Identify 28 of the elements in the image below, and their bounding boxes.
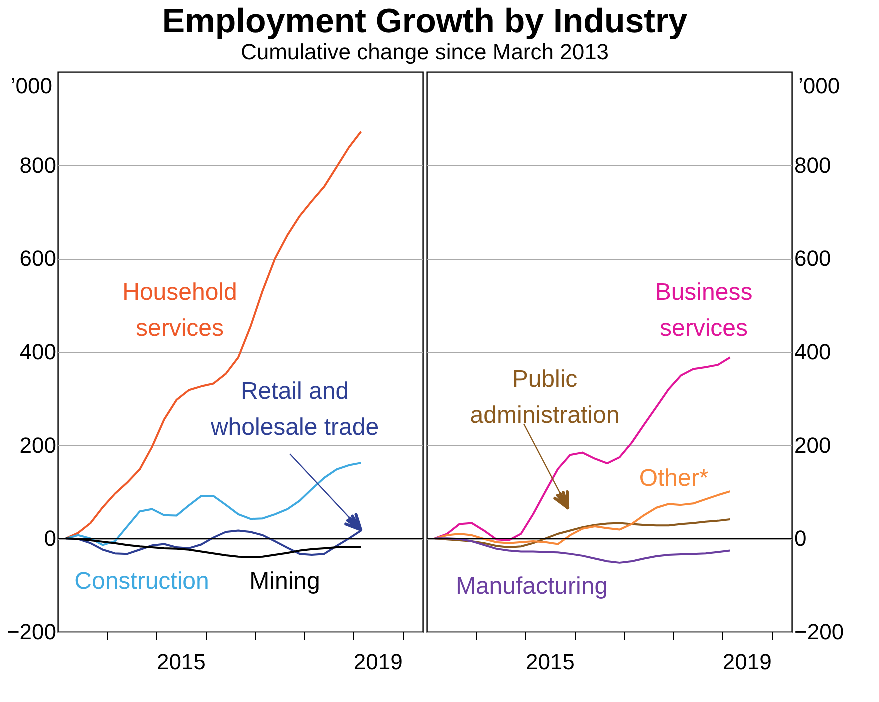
y2-axis-title: ’000 xyxy=(798,74,840,98)
y-tick-label: 200 xyxy=(20,432,56,458)
text: Retail and wholesale trade xyxy=(210,378,380,441)
y2-tick-label: −200 xyxy=(794,620,844,644)
y-tick-label: −200 xyxy=(6,620,56,644)
series-label: Manufacturing xyxy=(456,573,608,600)
x-tick-label: 2015 xyxy=(156,650,206,674)
y-tick-label: 0 xyxy=(44,526,56,552)
y-tick-label: 800 xyxy=(20,152,56,178)
series-label: Other* xyxy=(639,465,709,492)
series-label: Mining xyxy=(250,568,320,595)
y-tick-label: 400 xyxy=(20,340,56,364)
y-tick-label: 600 xyxy=(20,246,56,272)
chart-subtitle: Cumulative change since March 2013 xyxy=(240,39,610,64)
y-axis-title: ’000 xyxy=(10,74,52,98)
x-tick-label: 2019 xyxy=(722,650,772,674)
series-label: Business services xyxy=(655,279,753,342)
series-label: Construction xyxy=(74,568,210,595)
series-label: Household services xyxy=(122,279,238,342)
y2-tick-label: 0 xyxy=(794,526,807,552)
text: Public administration xyxy=(470,366,620,429)
y2-tick-label: 800 xyxy=(794,152,832,178)
x-tick-label: 2019 xyxy=(354,650,403,674)
y2-tick-label: 200 xyxy=(794,432,832,458)
x-tick-label: 2015 xyxy=(526,650,575,674)
y2-tick-label: 600 xyxy=(794,246,832,272)
y2-tick-label: 400 xyxy=(794,340,832,364)
chart-title: Employment Growth by Industry xyxy=(162,2,688,40)
